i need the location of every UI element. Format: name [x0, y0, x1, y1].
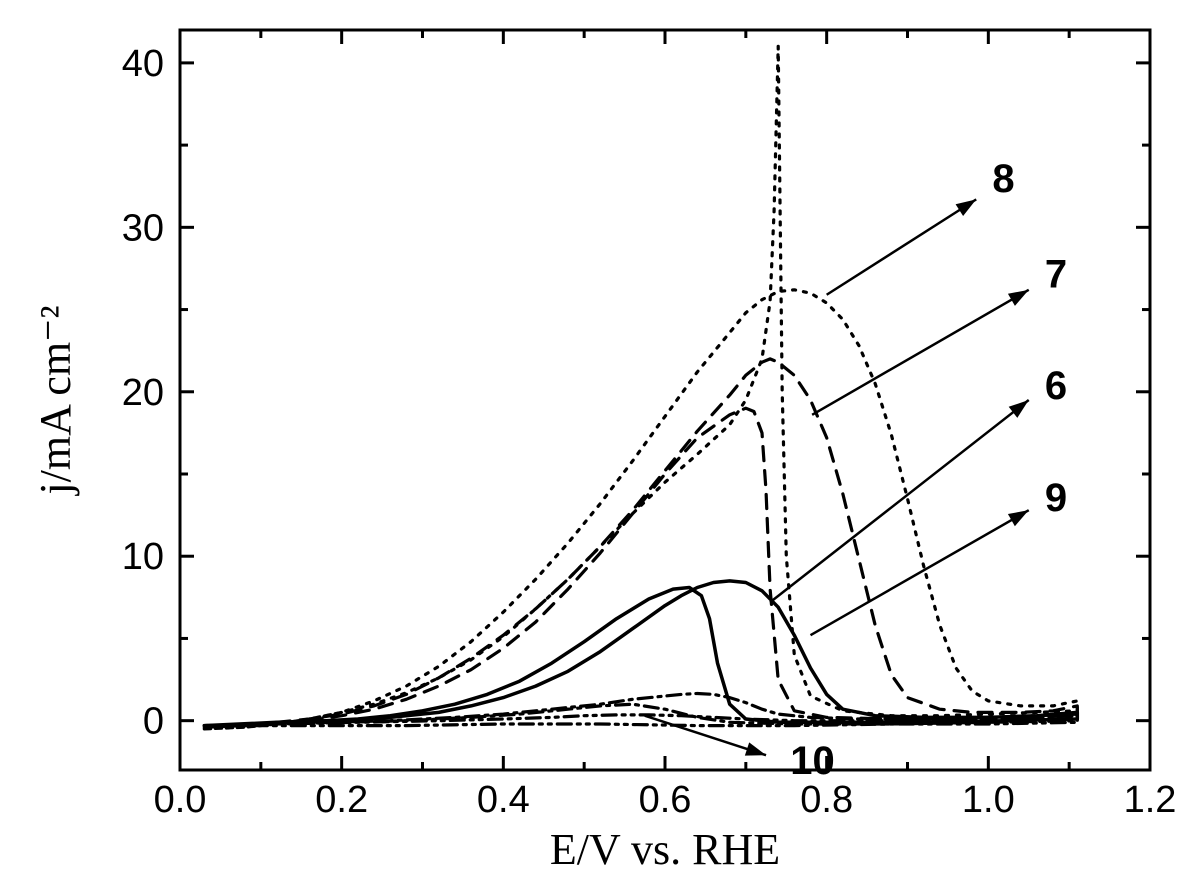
annotation-arrowhead — [1008, 290, 1029, 306]
annotation-label-8: 8 — [992, 157, 1014, 201]
xtick-label: 1.2 — [1124, 779, 1177, 821]
x-axis-label: E/V vs. RHE — [550, 825, 780, 874]
ytick-label: 40 — [122, 43, 164, 85]
annotation-arrow — [812, 290, 1029, 415]
curve-7 — [204, 359, 1077, 727]
xtick-label: 0.8 — [800, 779, 853, 821]
axes — [180, 30, 1150, 770]
ytick-label: 20 — [122, 372, 164, 414]
xtick-label: 0.2 — [315, 779, 368, 821]
ytick-label: 0 — [143, 701, 164, 743]
annotations: 8 7 6 9 10 — [645, 157, 1067, 783]
ytick-label: 30 — [122, 207, 164, 249]
annotation-label-10: 10 — [790, 739, 835, 783]
series-group — [204, 46, 1077, 729]
y-axis-label: j/mA cm⁻² — [31, 305, 80, 496]
annotation-arrow — [811, 510, 1029, 635]
ytick-label: 10 — [122, 536, 164, 578]
ticks — [180, 30, 1150, 770]
xtick-label: 0.4 — [477, 779, 530, 821]
annotation-arrowhead — [745, 742, 766, 755]
annotation-arrowhead — [1009, 400, 1029, 418]
annotation-arrowhead — [956, 199, 977, 216]
curve-8 — [204, 46, 1077, 729]
chart-container: { "chart": { "type": "line", "width": 11… — [0, 0, 1197, 895]
xtick-label: 1.0 — [962, 779, 1015, 821]
annotation-arrowhead — [1008, 510, 1029, 526]
curve-6 — [204, 581, 1077, 726]
annotation-arrow — [827, 199, 977, 294]
annotation-arrow — [770, 400, 1029, 602]
annotation-label-6: 6 — [1045, 364, 1067, 408]
xtick-label: 0.6 — [639, 779, 692, 821]
xtick-label: 0.0 — [154, 779, 207, 821]
annotation-label-7: 7 — [1045, 252, 1067, 296]
cv-chart: 0.0 0.2 0.4 0.6 0.8 1.0 1.2 0 10 20 30 40 8 7 6 9 10 E/… — [0, 0, 1197, 895]
annotation-label-9: 9 — [1045, 476, 1067, 520]
